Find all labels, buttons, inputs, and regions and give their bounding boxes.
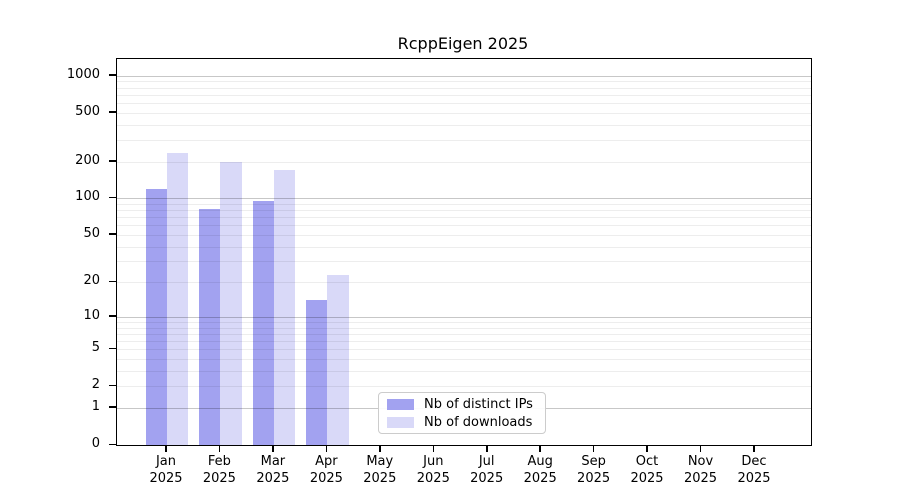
minor-gridline — [117, 359, 811, 360]
legend-swatch-downloads — [387, 416, 414, 428]
minor-gridline — [117, 246, 811, 248]
minor-gridline — [117, 261, 811, 263]
y-tick-mark — [109, 406, 116, 408]
x-tick-mark — [325, 445, 328, 452]
x-tick-mark — [646, 445, 648, 452]
legend-swatch-distinct-ips — [387, 398, 414, 410]
x-tick-mark — [539, 445, 541, 452]
x-tick-mark — [486, 445, 488, 452]
legend-row: Nb of downloads — [387, 415, 537, 430]
major-gridline — [117, 198, 811, 200]
x-tick-label: Jan 2025 — [149, 454, 183, 486]
y-tick-mark — [109, 160, 116, 162]
chart-title: RcppEigen 2025 — [397, 34, 529, 53]
y-tick-label: 100 — [75, 189, 100, 205]
major-gridline — [117, 75, 811, 77]
x-tick-mark — [218, 445, 221, 452]
x-tick-mark — [272, 445, 274, 452]
minor-gridline — [117, 112, 811, 114]
minor-gridline — [117, 217, 811, 219]
minor-gridline — [117, 341, 811, 342]
bar-downloads-jan — [167, 153, 189, 445]
y-tick-mark — [109, 384, 116, 387]
plot-area — [116, 58, 812, 446]
x-tick-label: Apr 2025 — [309, 454, 343, 486]
y-tick-mark — [109, 443, 116, 445]
y-tick-label: 20 — [83, 273, 100, 289]
x-tick-label: Nov 2025 — [683, 454, 718, 486]
y-tick-mark — [109, 74, 116, 76]
y-tick-label: 10 — [83, 307, 100, 323]
x-tick-label: Mar 2025 — [256, 454, 290, 486]
legend-row: Nb of distinct IPs — [387, 397, 537, 412]
minor-gridline — [117, 94, 811, 96]
y-tick-mark — [109, 196, 116, 199]
bar-distinct-ips-mar — [252, 201, 274, 445]
y-tick-label: 0 — [91, 436, 100, 451]
x-tick-label: Oct 2025 — [630, 454, 664, 486]
minor-gridline — [117, 370, 811, 372]
x-tick-label: Sep 2025 — [577, 454, 611, 486]
y-tick-mark — [109, 315, 116, 317]
minor-gridline — [117, 386, 811, 388]
x-tick-label: May 2025 — [363, 454, 397, 486]
bar-downloads-feb — [220, 162, 242, 445]
y-tick-mark — [109, 347, 116, 350]
minor-gridline — [117, 349, 811, 351]
major-gridline — [117, 316, 811, 318]
minor-gridline — [117, 321, 811, 323]
y-tick-label: 50 — [83, 225, 100, 241]
minor-gridline — [117, 333, 811, 335]
minor-gridline — [117, 234, 811, 236]
x-tick-label: Jun 2025 — [416, 454, 450, 486]
minor-gridline — [117, 139, 811, 141]
bar-downloads-apr — [327, 275, 349, 445]
x-tick-mark — [699, 445, 702, 452]
x-tick-label: Feb 2025 — [202, 454, 236, 486]
minor-gridline — [117, 282, 811, 284]
y-tick-mark — [109, 233, 116, 235]
legend: Nb of distinct IPs Nb of downloads — [378, 392, 546, 434]
y-tick-label: 2 — [91, 377, 100, 393]
minor-gridline — [117, 124, 811, 126]
y-tick-mark — [109, 111, 116, 113]
x-tick-mark — [165, 445, 167, 452]
legend-label: Nb of downloads — [424, 414, 533, 430]
legend-label: Nb of distinct IPs — [424, 396, 533, 412]
minor-gridline — [117, 81, 811, 83]
y-tick-mark — [109, 280, 116, 283]
minor-gridline — [117, 327, 811, 329]
bar-distinct-ips-jan — [145, 188, 167, 445]
y-tick-label: 5 — [91, 340, 100, 356]
x-tick-mark — [432, 445, 434, 452]
y-tick-label: 1000 — [66, 66, 100, 82]
y-tick-label: 1 — [91, 398, 100, 414]
minor-gridline — [117, 87, 811, 89]
minor-gridline — [117, 225, 811, 227]
x-tick-mark — [379, 445, 381, 452]
minor-gridline — [117, 102, 811, 104]
bar-downloads-mar — [273, 170, 296, 445]
x-tick-label: Aug 2025 — [523, 454, 557, 486]
minor-gridline — [117, 210, 811, 212]
x-tick-label: Dec 2025 — [737, 454, 771, 486]
y-tick-label: 200 — [75, 152, 100, 168]
bar-distinct-ips-feb — [199, 208, 221, 445]
y-tick-label: 500 — [75, 103, 100, 119]
minor-gridline — [117, 161, 811, 163]
x-tick-mark — [753, 445, 755, 452]
x-tick-label: Jul 2025 — [470, 454, 504, 486]
minor-gridline — [117, 203, 811, 205]
bar-distinct-ips-apr — [306, 300, 328, 445]
x-tick-mark — [592, 445, 595, 452]
